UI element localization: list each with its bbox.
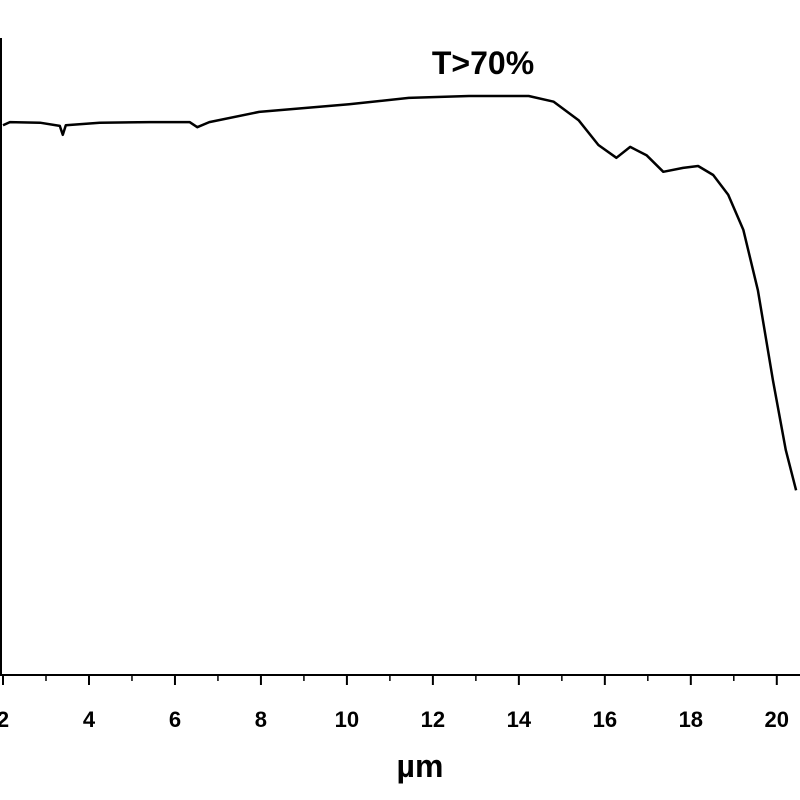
x-tick-label: 6 [169, 707, 181, 732]
x-tick-label: 2 [0, 707, 9, 732]
annotation: T>70% [432, 45, 534, 81]
x-tick-label: 10 [335, 707, 359, 732]
x-axis-label: µm [397, 748, 444, 784]
x-tick-label: 4 [83, 707, 96, 732]
data-line [2, 94, 798, 491]
x-tick-label: 8 [255, 707, 267, 732]
x-tick-label: 20 [765, 707, 789, 732]
x-tick-label: 18 [679, 707, 703, 732]
x-tick-label: 16 [593, 707, 617, 732]
x-tick-label: 12 [421, 707, 445, 732]
x-tick-label: 14 [507, 707, 532, 732]
